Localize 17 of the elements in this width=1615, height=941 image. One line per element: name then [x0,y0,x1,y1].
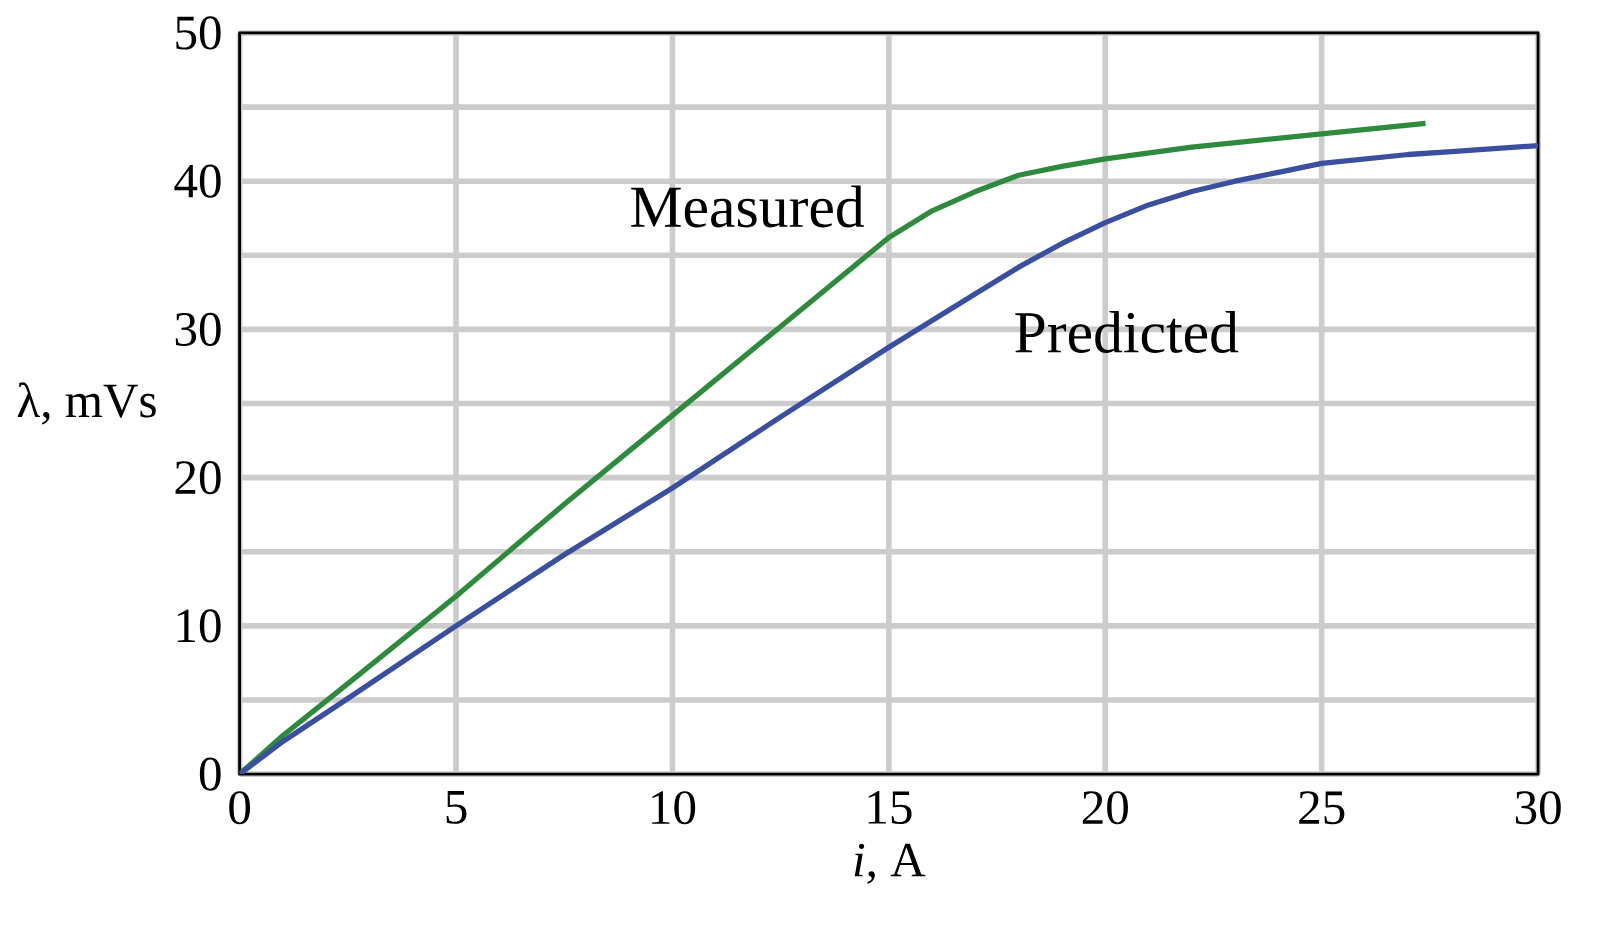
x-tick-label: 20 [1082,791,1128,825]
x-tick-label: 5 [446,791,467,824]
y-tick-label: 50 [176,16,221,50]
x-tick-label: 10 [652,791,696,825]
x-axis-title: i, A [854,843,926,884]
x-tick-label: 25 [1299,791,1345,825]
x-tick-label: 30 [1515,791,1561,825]
series-label: Measured [631,185,865,228]
x-tick-label: 15 [868,791,912,825]
y-tick-label: 40 [174,164,221,198]
y-tick-label: 30 [175,312,221,347]
y-tick-label: 10 [177,609,221,643]
series-label: Predicted [1015,310,1239,353]
y-tick-label: 0 [199,757,221,791]
y-tick-label: 20 [175,461,221,495]
x-tick-label: 0 [229,791,251,825]
y-axis-title: λ, mVs [17,382,156,425]
